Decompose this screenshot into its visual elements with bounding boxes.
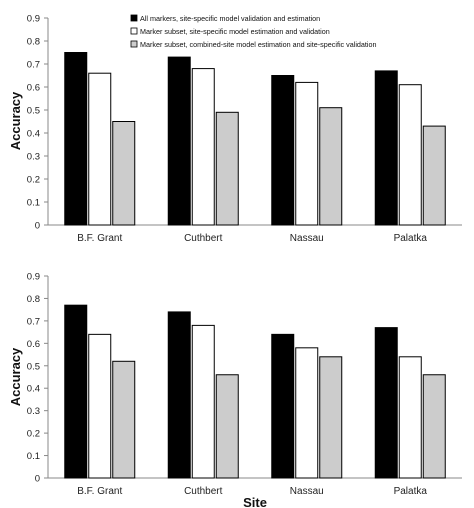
x-axis-title: Site (243, 495, 267, 508)
x-tick-label: Palatka (394, 233, 428, 244)
bar (215, 111, 239, 226)
y-tick-label: 0.1 (27, 451, 40, 462)
y-tick-label: 0.5 (27, 361, 40, 372)
x-tick-label: Cuthbert (184, 486, 223, 497)
chart-top: Accuracy All markers, site-specific mode… (8, 14, 462, 244)
bar (215, 374, 239, 479)
legend: All markers, site-specific model validat… (130, 14, 377, 49)
y-tick-label: 0.6 (27, 83, 40, 94)
y-tick-label: 0.3 (27, 406, 40, 417)
y-tick-label: 0 (35, 221, 40, 232)
y-tick-label: 0.9 (27, 272, 40, 283)
y-tick-label: 0.5 (27, 106, 40, 117)
legend-swatch (130, 40, 138, 48)
bar (398, 356, 422, 479)
y-tick-label: 0.2 (27, 429, 40, 440)
legend-swatch (130, 14, 138, 22)
y-tick-label: 0.6 (27, 339, 40, 350)
x-tick-label: B.F. Grant (77, 233, 122, 244)
y-tick-label: 0.1 (27, 198, 40, 209)
bar (319, 107, 343, 226)
y-tick-label: 0.8 (27, 294, 40, 305)
bar (295, 347, 319, 479)
legend-label: Marker subset, combined-site model estim… (140, 40, 377, 49)
bar (64, 304, 88, 479)
bar (88, 72, 112, 226)
y-tick-label: 0.8 (27, 37, 40, 48)
x-tick-label: Nassau (290, 486, 324, 497)
y-tick-label: 0.3 (27, 152, 40, 163)
legend-swatch (130, 27, 138, 35)
bar (374, 327, 398, 479)
x-tick-label: Nassau (290, 233, 324, 244)
y-tick-label: 0.7 (27, 60, 40, 71)
legend-item: All markers, site-specific model validat… (130, 14, 320, 23)
y-tick-label: 0.4 (27, 129, 40, 140)
bar (398, 84, 422, 226)
x-tick-label: B.F. Grant (77, 486, 122, 497)
y-tick-label: 0 (35, 474, 40, 485)
y-tick-label: 0.7 (27, 316, 40, 327)
bar (422, 374, 446, 479)
legend-label: Marker subset, site-specific model estim… (140, 27, 330, 36)
y-axis-title: Accuracy (8, 347, 23, 406)
bar (112, 121, 136, 226)
bar (64, 52, 88, 226)
bar (167, 311, 191, 479)
x-tick-label: Palatka (394, 486, 428, 497)
bar (319, 356, 343, 479)
bar (112, 360, 136, 479)
legend-item: Marker subset, combined-site model estim… (130, 40, 377, 49)
legend-item: Marker subset, site-specific model estim… (130, 27, 330, 36)
bar (271, 75, 295, 226)
bar (191, 324, 215, 479)
bar (88, 333, 112, 479)
chart-bottom: Accuracy Site 0 0.1 0.2 0.3 0.4 0.5 0.6 0.7 0.8 0… (8, 272, 462, 508)
y-tick-label: 0.2 (27, 175, 40, 186)
bar (295, 81, 319, 226)
bar (167, 56, 191, 226)
y-axis-title: Accuracy (8, 91, 23, 150)
legend-label: All markers, site-specific model validat… (140, 14, 320, 23)
bar (374, 70, 398, 226)
bar (422, 125, 446, 226)
y-tick-label: 0.4 (27, 384, 40, 395)
bar (191, 68, 215, 226)
x-tick-label: Cuthbert (184, 233, 223, 244)
y-tick-label: 0.9 (27, 14, 40, 25)
bar (271, 333, 295, 479)
